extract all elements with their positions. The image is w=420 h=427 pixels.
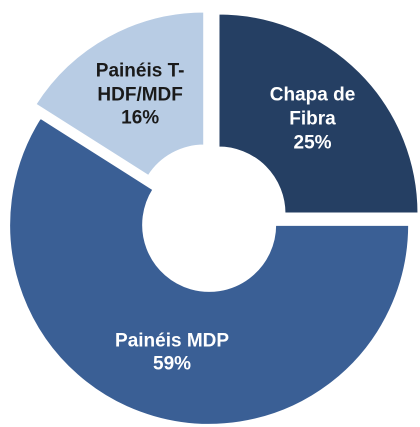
category-label: Painéis T-HDF/MDF	[95, 60, 185, 106]
donut-segment	[33, 10, 206, 178]
category-label: Painéis MDP	[115, 329, 230, 351]
value-label: 59%	[153, 353, 192, 375]
donut-segment	[8, 116, 411, 426]
donut-segment	[217, 12, 420, 215]
segment-label: Painéis MDP 59%	[62, 329, 282, 377]
category-label: Chapa de Fibra	[269, 84, 356, 130]
segment-label: Painéis T-HDF/MDF 16%	[83, 59, 198, 130]
segment-label: Chapa de Fibra 25%	[258, 84, 368, 155]
value-label: 25%	[293, 132, 332, 154]
value-label: 16%	[121, 107, 160, 129]
